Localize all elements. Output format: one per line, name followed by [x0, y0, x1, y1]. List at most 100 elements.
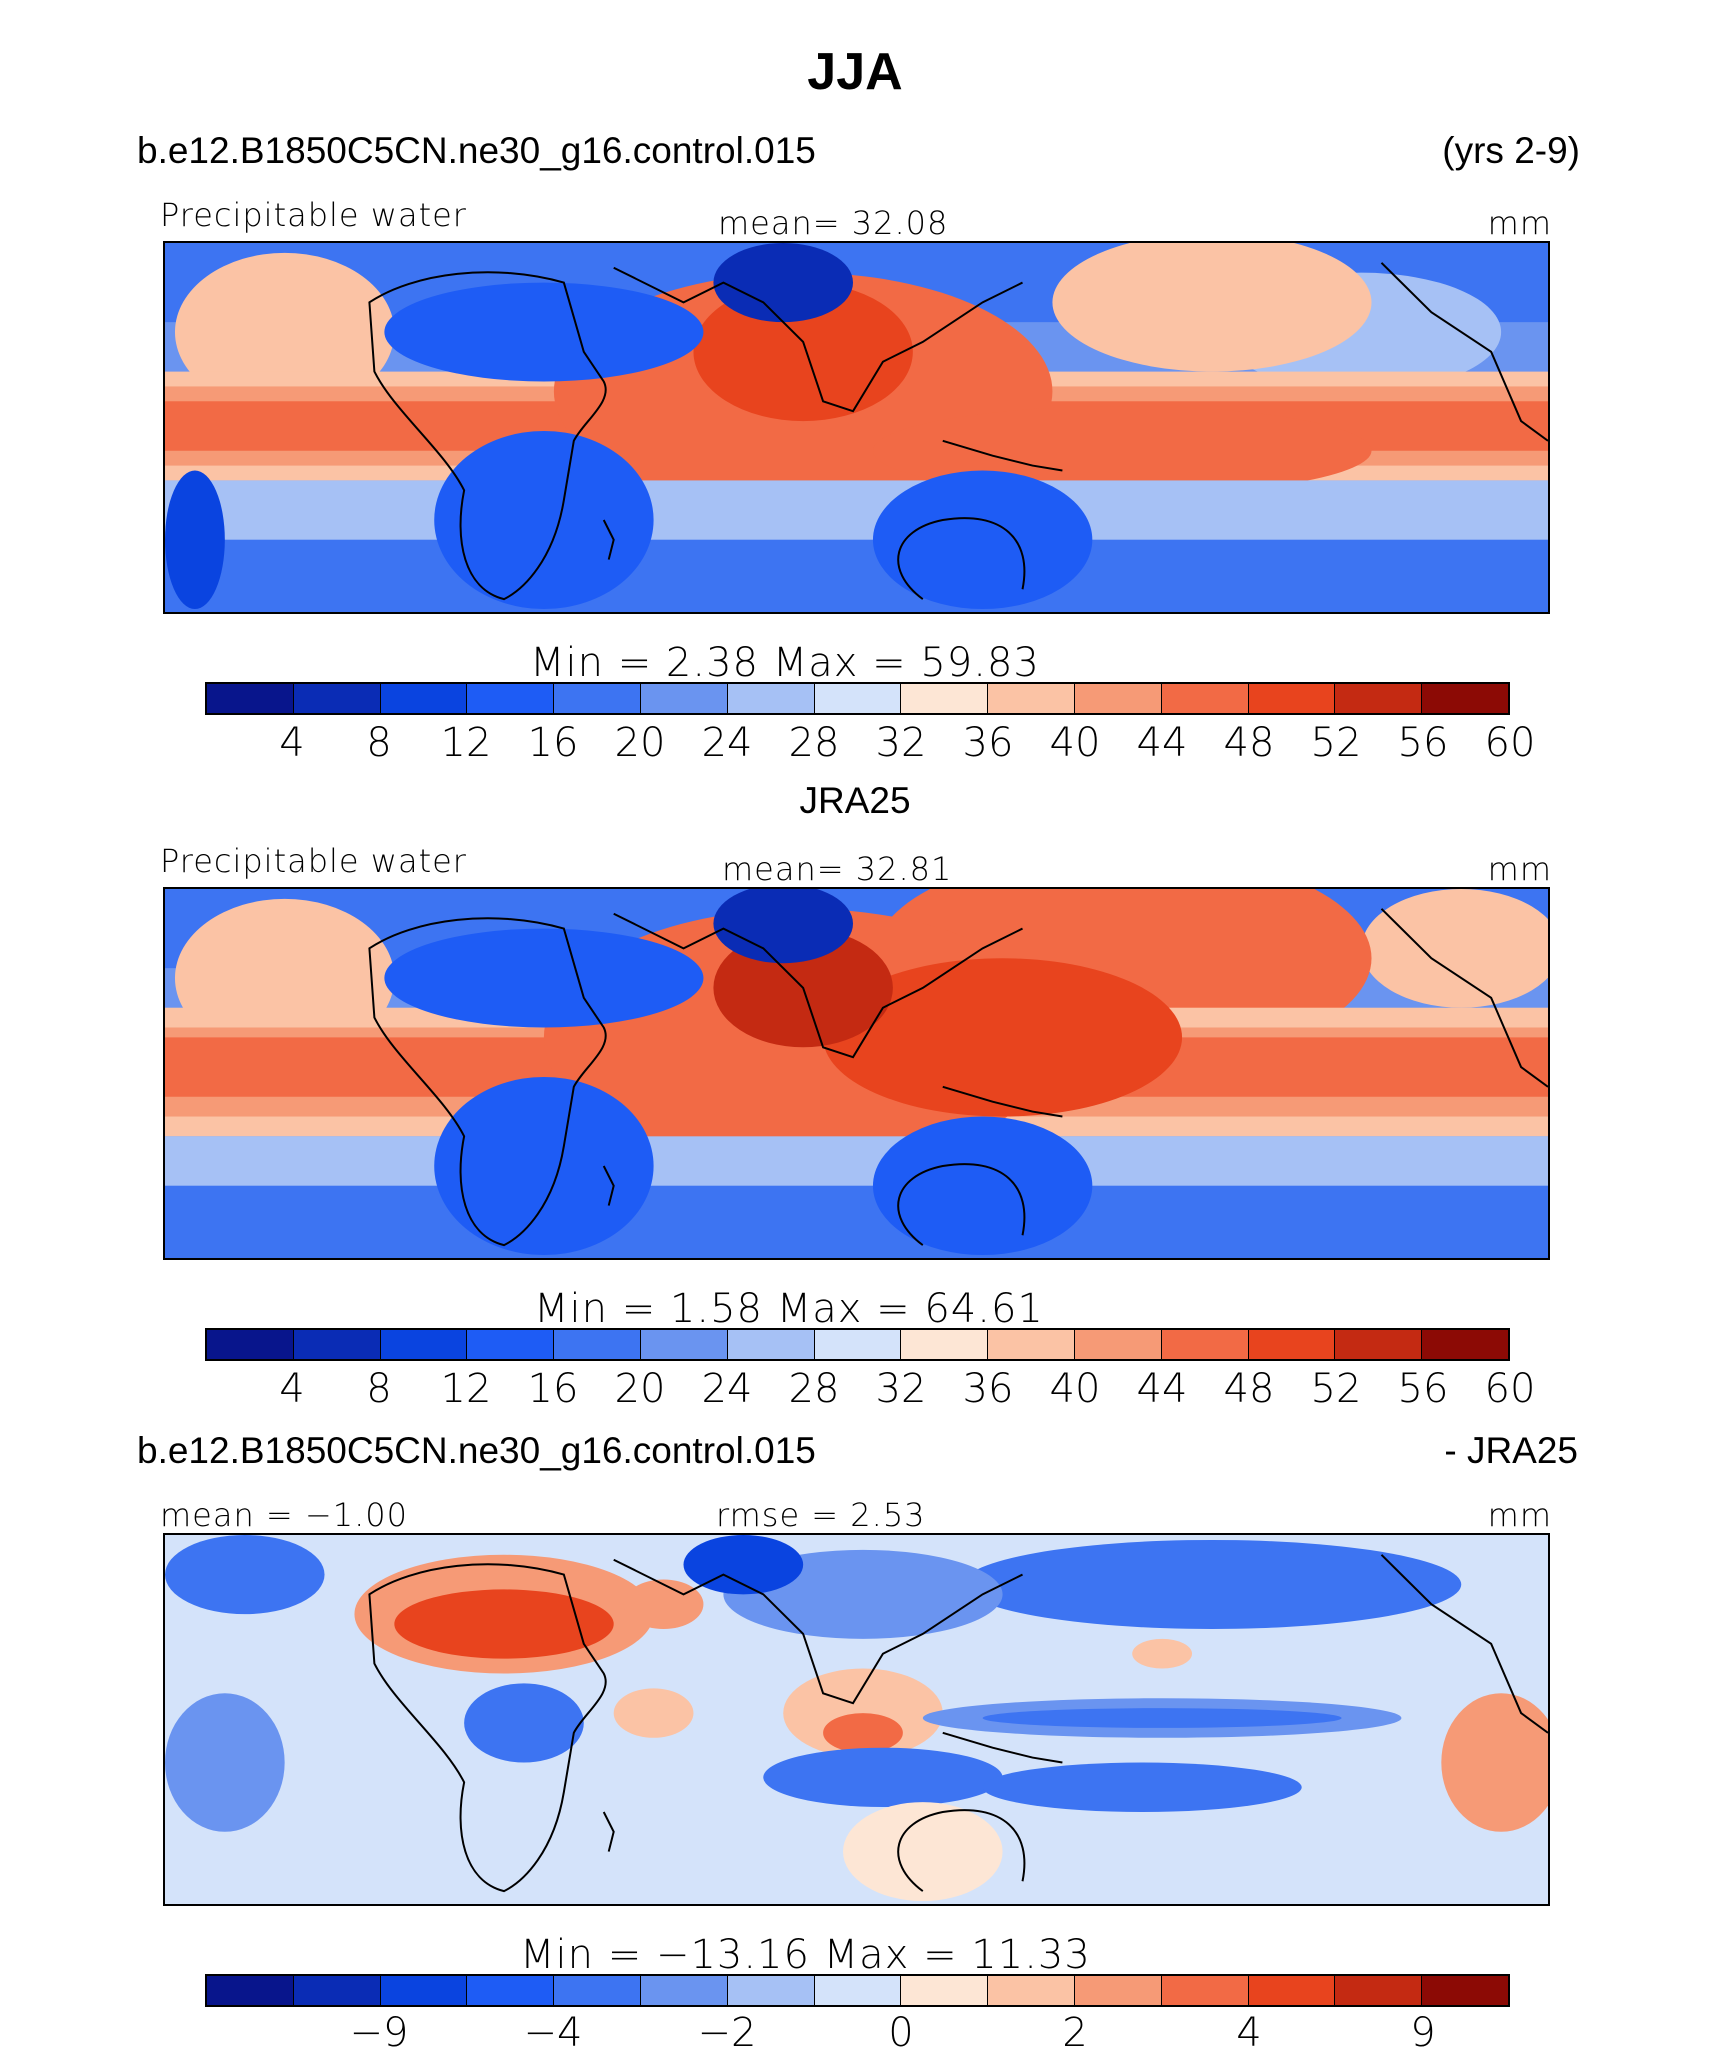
colorbar-box	[640, 1330, 728, 1359]
colorbar-box	[293, 1330, 381, 1359]
colorbar-model	[205, 682, 1510, 715]
colorbar-box	[1248, 1330, 1336, 1359]
colorbar-tick-label: 52	[1310, 1366, 1362, 1412]
colorbar-tick-label: −4	[523, 2010, 583, 2056]
variable-label: Precipitable water	[160, 842, 467, 880]
years-label: (yrs 2-9)	[1442, 130, 1580, 171]
figure-title: JJA	[807, 43, 903, 101]
colorbar-tick-label: 16	[527, 1366, 579, 1412]
colorbar-box	[380, 1976, 468, 2005]
colorbar-box	[1074, 1330, 1162, 1359]
units-label: mm	[1487, 1496, 1552, 1534]
colorbar-box	[640, 684, 728, 713]
colorbar-tick-label: 32	[875, 720, 927, 766]
colorbar-tick-label: 36	[962, 1366, 1014, 1412]
colorbar-tick-label: −9	[349, 2010, 409, 2056]
colorbar-box	[467, 1976, 555, 2005]
colorbar-box	[901, 684, 989, 713]
mean-label: mean= 32.81	[722, 850, 953, 888]
colorbar-tick-label: 16	[527, 720, 579, 766]
colorbar-tick-label: 20	[614, 720, 666, 766]
diff-case-label: b.e12.B1850C5CN.ne30_g16.control.015	[137, 1430, 816, 1471]
colorbar-box	[814, 1330, 902, 1359]
rmse-label: rmse = 2.53	[716, 1496, 926, 1534]
colorbar-tick-label: 2	[1062, 2010, 1088, 2056]
colorbar-tick-label: 8	[366, 1366, 392, 1412]
colorbar-box	[1335, 1330, 1423, 1359]
colorbar-tick-label: 4	[279, 1366, 305, 1412]
colorbar-box	[727, 1330, 815, 1359]
units-label: mm	[1487, 204, 1552, 242]
colorbar-tick-label: 36	[962, 720, 1014, 766]
colorbar-tick-label: 12	[440, 720, 492, 766]
colorbar-box	[207, 1976, 294, 2005]
colorbar-tick-label: 48	[1223, 1366, 1275, 1412]
diff-mean-label: mean = −1.00	[160, 1496, 408, 1534]
colorbar-box	[554, 684, 641, 713]
minmax-label: Min = 2.38 Max = 59.83	[530, 640, 1040, 686]
colorbar-box	[1074, 684, 1162, 713]
colorbar-box	[814, 684, 902, 713]
colorbar-box	[293, 1976, 381, 2005]
colorbar-box	[727, 684, 815, 713]
colorbar-box	[207, 684, 294, 713]
colorbar-tick-label: 48	[1223, 720, 1275, 766]
colorbar-box	[901, 1976, 989, 2005]
colorbar-box	[380, 1330, 468, 1359]
mean-label: mean= 32.08	[718, 204, 949, 242]
colorbar-tick-label: 4	[279, 720, 305, 766]
colorbar-tick-label: 0	[888, 2010, 914, 2056]
colorbar-tick-label: 20	[614, 1366, 666, 1412]
colorbar-tick-label: 32	[875, 1366, 927, 1412]
colorbar-box	[640, 1976, 728, 2005]
colorbar-tick-label: −2	[697, 2010, 757, 2056]
colorbar-tick-label: 24	[701, 1366, 753, 1412]
colorbar-tick-label: 44	[1136, 720, 1188, 766]
colorbar-tick-label: 24	[701, 720, 753, 766]
colorbar-tick-label: 12	[440, 1366, 492, 1412]
colorbar-box	[1161, 1976, 1249, 2005]
colorbar-box	[380, 684, 468, 713]
colorbar-tick-label: 52	[1310, 720, 1362, 766]
map-field-model	[165, 243, 1548, 612]
colorbar-tick-label: 40	[1049, 1366, 1101, 1412]
colorbar-tick-label: 40	[1049, 720, 1101, 766]
minmax-label: Min = −13.16 Max = 11.33	[520, 1932, 1091, 1978]
map-field-difference	[165, 1535, 1548, 1904]
colorbar-tick-label: 8	[366, 720, 392, 766]
model-case-label: b.e12.B1850C5CN.ne30_g16.control.015	[137, 130, 816, 171]
colorbar-difference	[205, 1974, 1510, 2007]
colorbar-box	[1422, 1976, 1508, 2005]
precipitable-water-map-obs	[163, 887, 1550, 1260]
variable-label: Precipitable water	[160, 196, 467, 234]
obs-case-label: JRA25	[799, 780, 911, 821]
colorbar-ticks-difference: −9 −4 −2 0 2 4 9	[205, 2010, 1510, 2060]
diff-suffix-label: - JRA25	[1444, 1430, 1578, 1471]
colorbar-tick-label: 9	[1410, 2010, 1436, 2056]
colorbar-tick-label: 60	[1484, 1366, 1536, 1412]
precipitable-water-difference-map	[163, 1533, 1550, 1906]
colorbar-box	[1248, 1976, 1336, 2005]
colorbar-box	[988, 1330, 1075, 1359]
map-field-obs	[165, 889, 1548, 1258]
precipitable-water-map-model	[163, 241, 1550, 614]
colorbar-box	[1422, 684, 1508, 713]
colorbar-ticks-obs: 4 8 12 16 20 24 28 32 36 40 44 48 52 56 60	[205, 1366, 1535, 1416]
colorbar-tick-label: 28	[788, 720, 840, 766]
colorbar-box	[1074, 1976, 1162, 2005]
colorbar-box	[467, 1330, 555, 1359]
colorbar-box	[1161, 684, 1249, 713]
colorbar-obs	[205, 1328, 1510, 1361]
colorbar-box	[814, 1976, 902, 2005]
colorbar-tick-label: 56	[1397, 1366, 1449, 1412]
colorbar-box	[1161, 1330, 1249, 1359]
colorbar-box	[901, 1330, 989, 1359]
colorbar-tick-label: 28	[788, 1366, 840, 1412]
minmax-label: Min = 1.58 Max = 64.61	[534, 1286, 1044, 1332]
colorbar-box	[1248, 684, 1336, 713]
colorbar-box	[988, 684, 1075, 713]
colorbar-tick-label: 56	[1397, 720, 1449, 766]
colorbar-box	[727, 1976, 815, 2005]
units-label: mm	[1487, 850, 1552, 888]
colorbar-tick-label: 44	[1136, 1366, 1188, 1412]
